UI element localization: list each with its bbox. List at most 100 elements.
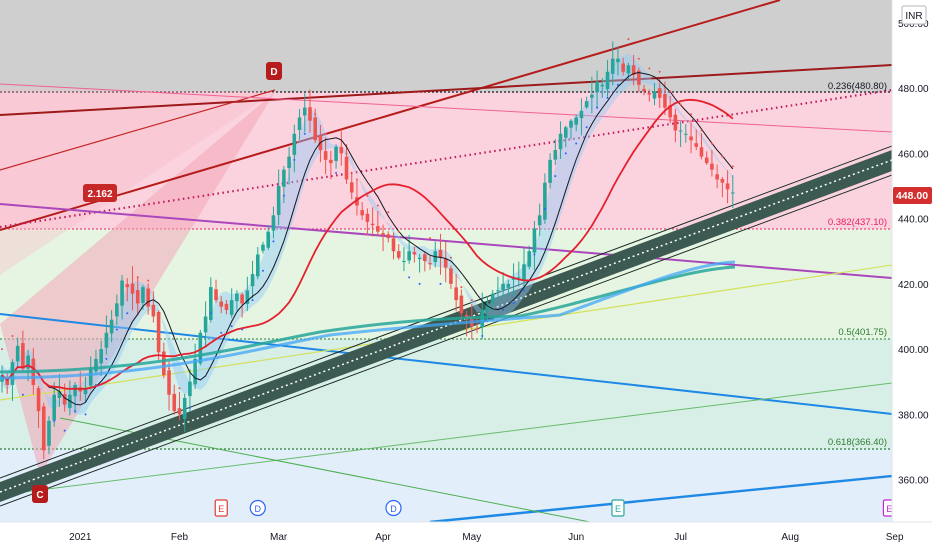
candle-body — [626, 65, 631, 74]
y-tick-label: 460.00 — [898, 149, 929, 160]
candle-body — [637, 70, 641, 85]
candle-body — [360, 210, 364, 216]
sar-dot — [616, 83, 619, 86]
sar-dot — [168, 367, 171, 370]
sar-dot — [241, 328, 244, 331]
candle-body — [109, 319, 114, 334]
candle-body — [240, 294, 244, 304]
sar-dot — [700, 129, 703, 132]
candle-body — [475, 328, 479, 330]
sar-dot — [1, 348, 3, 351]
candle-body — [720, 178, 725, 183]
candle-body — [689, 136, 693, 141]
sar-dot — [710, 142, 713, 145]
candle-body — [15, 345, 20, 362]
x-tick-label: Jul — [674, 532, 687, 543]
sar-dot — [272, 240, 275, 243]
y-tick-label: 400.00 — [898, 345, 929, 356]
ratio-badge: 2.162 — [83, 184, 117, 202]
candle-body — [219, 301, 224, 307]
candle-body — [355, 197, 359, 206]
trendline-red-thin — [0, 89, 276, 171]
sar-dot — [11, 335, 14, 338]
candle-body — [349, 182, 354, 193]
candle-body — [631, 65, 636, 76]
sar-dot — [230, 325, 233, 328]
x-tick-label: Jun — [568, 532, 584, 543]
pattern-point-c-label: C — [36, 490, 43, 501]
candle-body — [229, 300, 234, 315]
last-price-label: 448.00 — [896, 190, 928, 202]
candle-body — [177, 408, 182, 415]
sar-dot — [721, 155, 724, 158]
sar-dot — [42, 423, 45, 426]
ratio-label: 2.162 — [87, 189, 112, 200]
candle-body — [715, 174, 719, 180]
candle-body — [506, 283, 511, 288]
sar-dot — [355, 178, 358, 181]
price-axis[interactable]: 360.00 380.00 400.00 420.00 440.00 460.00 480.… — [891, 0, 932, 522]
sar-dot — [74, 410, 77, 413]
candle-body — [694, 143, 699, 147]
currency-box — [901, 5, 927, 25]
sar-dot — [533, 253, 536, 256]
y-tick-label: 440.00 — [898, 215, 929, 226]
sar-dot — [627, 38, 630, 41]
trendline-green-thin — [0, 382, 892, 496]
fib-label-0236: 0.236(480.80) — [828, 81, 887, 92]
sar-dot — [376, 204, 379, 207]
sar-dot — [418, 282, 421, 285]
candle-body — [673, 114, 678, 131]
sar-dot — [220, 331, 223, 334]
candle-body — [386, 234, 391, 239]
candle-body — [563, 127, 568, 138]
sar-dot — [314, 113, 317, 116]
candle-body — [710, 163, 714, 170]
candle-body — [5, 378, 10, 385]
dividend-marker[interactable]: D — [385, 499, 402, 517]
time-axis[interactable]: 2021 Feb Mar Apr May Jun Jul Aug Sep — [0, 521, 932, 550]
candle-body — [516, 277, 521, 279]
candle-body — [235, 293, 239, 302]
candle-body — [313, 117, 317, 141]
candle-body — [485, 303, 490, 312]
pattern-triangle-upper — [0, 88, 275, 275]
earnings-marker[interactable]: E — [611, 499, 625, 517]
candle-body — [396, 251, 401, 258]
candle-body — [537, 215, 542, 226]
x-tick-label: Apr — [375, 532, 391, 543]
candle-body — [297, 117, 302, 130]
sar-dot — [387, 211, 390, 214]
candle-body — [621, 63, 625, 72]
fib-label-0382: 0.382(437.10) — [828, 217, 887, 228]
candle-body — [459, 295, 464, 314]
fib-band-blue — [0, 449, 892, 522]
sar-dot — [408, 276, 411, 279]
candle-body — [428, 263, 432, 265]
sar-dot — [335, 171, 338, 174]
candle-body — [532, 228, 537, 253]
candle-body — [26, 355, 30, 369]
earnings-marker[interactable]: E — [214, 499, 228, 517]
trendline-blue-falling — [0, 313, 892, 415]
sar-dot — [449, 256, 452, 259]
currency-label: INR — [905, 11, 922, 22]
candle-body — [339, 147, 344, 154]
ma-short-line — [1, 71, 734, 406]
candle-body — [282, 169, 286, 187]
candle-body — [704, 157, 709, 164]
sar-dot — [63, 429, 66, 432]
candle-body — [162, 351, 166, 376]
pattern-point-d-label: D — [270, 67, 277, 78]
dividend-marker[interactable]: D — [249, 499, 266, 517]
x-tick-label: Mar — [270, 532, 288, 543]
candle-body — [657, 88, 662, 98]
sar-dot — [32, 357, 35, 360]
candle-body — [120, 280, 124, 306]
candle-body — [146, 288, 150, 307]
sar-dot — [470, 299, 473, 302]
sar-dot — [115, 328, 118, 331]
candle-body — [271, 215, 276, 231]
candle-body — [558, 133, 563, 150]
